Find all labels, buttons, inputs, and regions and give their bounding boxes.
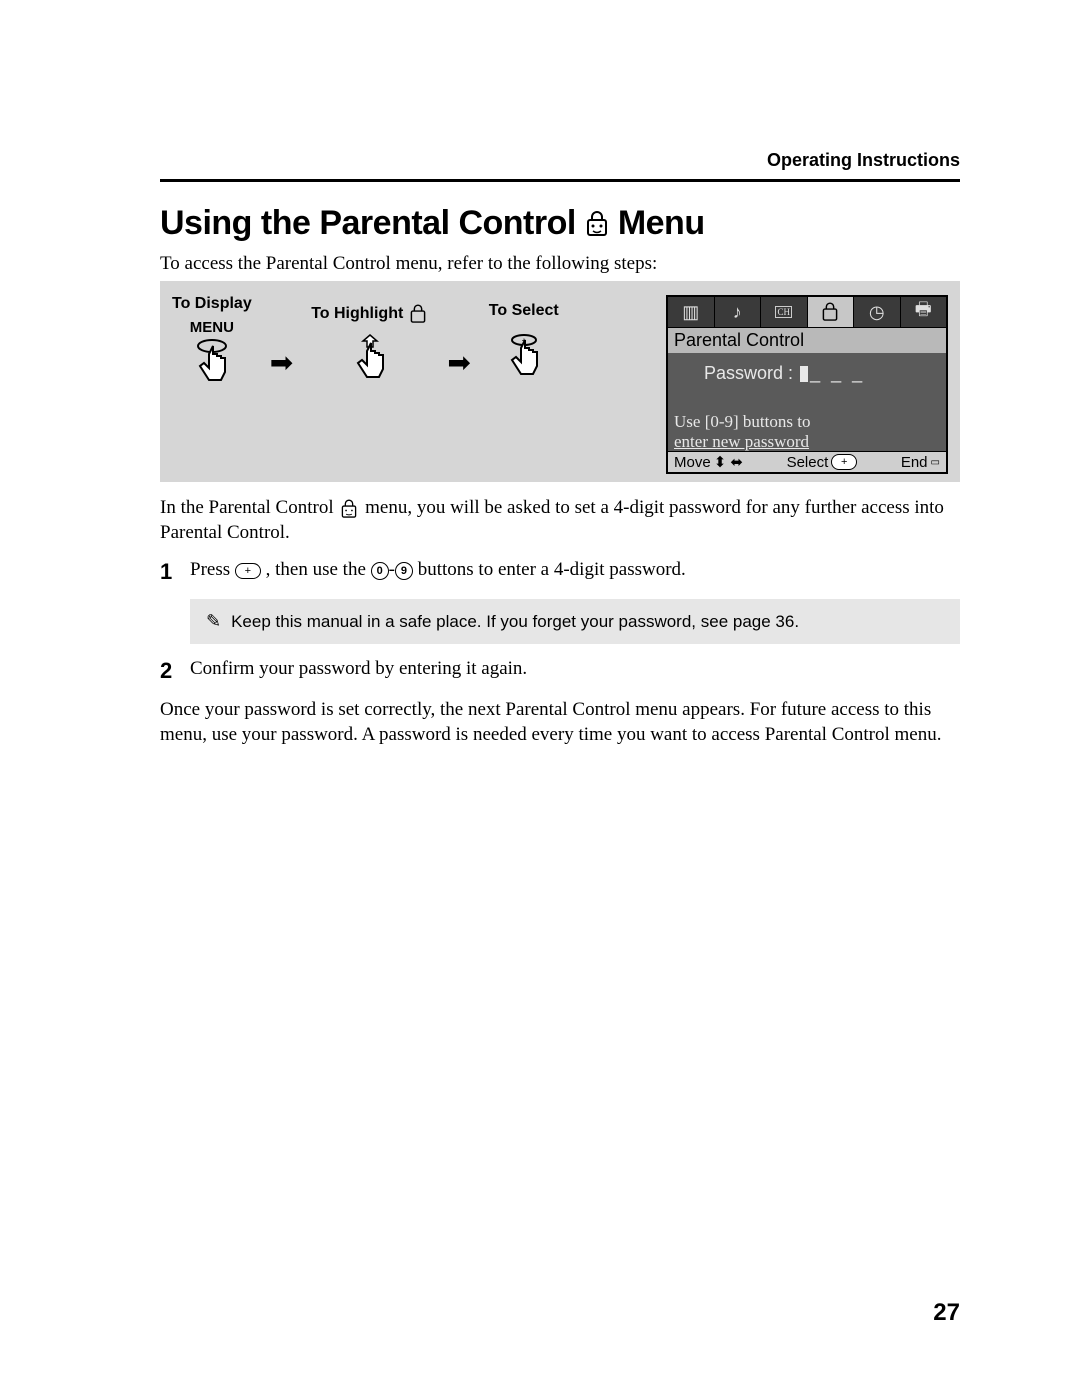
osd-footer: Move ⬍ ⬌ Select + End ▭: [668, 451, 946, 472]
body1-a: In the Parental Control: [160, 497, 338, 518]
parental-lock-icon: [582, 209, 612, 239]
osd-tab-channel-icon: CH: [761, 297, 808, 327]
numbered-step-2: 2 Confirm your password by entering it a…: [160, 658, 960, 684]
parental-lock-icon: [338, 498, 360, 520]
numbered-step-1: 1 Press + , then use the 0-9 buttons to …: [160, 559, 960, 585]
title-pre: Using the Parental Control: [160, 204, 576, 243]
menu-button-label: MENU: [172, 319, 252, 336]
page-number: 27: [933, 1299, 960, 1327]
body-paragraph-1: In the Parental Control menu, you will b…: [160, 496, 960, 545]
zero-button-icon: 0: [371, 562, 389, 580]
step-select: To Select +: [489, 302, 559, 397]
arrow-right-icon: ➡: [447, 346, 470, 380]
osd-footer-end: End ▭: [901, 453, 940, 471]
osd-password-label: Password :: [704, 363, 793, 383]
title-post: Menu: [618, 204, 705, 243]
osd-footer-select: Select +: [787, 453, 858, 471]
step-display-label: To Display: [172, 295, 252, 313]
press-hand-icon: [189, 338, 235, 398]
step-highlight-label: To Highlight: [311, 303, 429, 325]
osd-password-dashes: _ _ _: [810, 363, 865, 383]
osd-footer-move: Move ⬍ ⬌: [674, 453, 743, 471]
step1-b: , then use the: [266, 559, 371, 580]
osd-tab-video-icon: ▥: [668, 297, 715, 327]
move-hand-icon: [347, 331, 393, 391]
step1-c: buttons to enter a 4-digit password.: [418, 559, 686, 580]
step-select-label: To Select: [489, 302, 559, 320]
step-display: To Display MENU: [172, 295, 252, 403]
step1-a: Press: [190, 559, 235, 580]
page-title: Using the Parental Control Menu: [160, 204, 960, 243]
intro-text: To access the Parental Control menu, ref…: [160, 253, 960, 275]
step-number: 1: [160, 559, 178, 585]
nine-button-icon: 9: [395, 562, 413, 580]
step-number: 2: [160, 658, 178, 684]
osd-title: Parental Control: [668, 328, 946, 353]
step-highlight: To Highlight: [311, 303, 429, 396]
divider: [160, 179, 960, 182]
osd-hint-line2: enter new password: [674, 432, 940, 452]
osd-tab-audio-icon: ♪: [715, 297, 762, 327]
instruction-graybox: To Display MENU ➡ To Highlight: [160, 281, 960, 482]
osd-screenshot: ▥ ♪ CH ◷ 🖶 Parental Control Password : _…: [666, 295, 948, 474]
body-paragraph-2: Once your password is set correctly, the…: [160, 698, 960, 747]
osd-hint-line1: Use [0-9] buttons to: [674, 412, 940, 432]
arrow-right-icon: ➡: [270, 346, 293, 380]
osd-tab-setup-icon: 🖶: [901, 297, 947, 327]
section-header: Operating Instructions: [160, 150, 960, 171]
parental-lock-icon: [407, 303, 429, 325]
pencil-note-icon: ✎: [206, 611, 221, 632]
osd-cursor: [800, 366, 808, 382]
plus-button-icon: +: [235, 563, 261, 579]
osd-body: Password : _ _ _: [668, 353, 946, 412]
step-highlight-text: To Highlight: [311, 305, 403, 323]
osd-password-row: Password : _ _ _: [704, 363, 938, 384]
note-box: ✎ Keep this manual in a safe place. If y…: [190, 599, 960, 644]
step1-content: Press + , then use the 0-9 buttons to en…: [190, 559, 686, 585]
note-text: Keep this manual in a safe place. If you…: [231, 612, 799, 632]
step-sequence: To Display MENU ➡ To Highlight: [172, 295, 559, 403]
osd-tab-parental-icon: [808, 297, 855, 327]
osd-tab-timer-icon: ◷: [854, 297, 901, 327]
select-hand-icon: +: [501, 332, 547, 392]
manual-page: Operating Instructions Using the Parenta…: [0, 0, 1080, 822]
step2-text: Confirm your password by entering it aga…: [190, 658, 527, 684]
osd-icon-row: ▥ ♪ CH ◷ 🖶: [668, 297, 946, 328]
osd-hint: Use [0-9] buttons to enter new password: [668, 412, 946, 451]
